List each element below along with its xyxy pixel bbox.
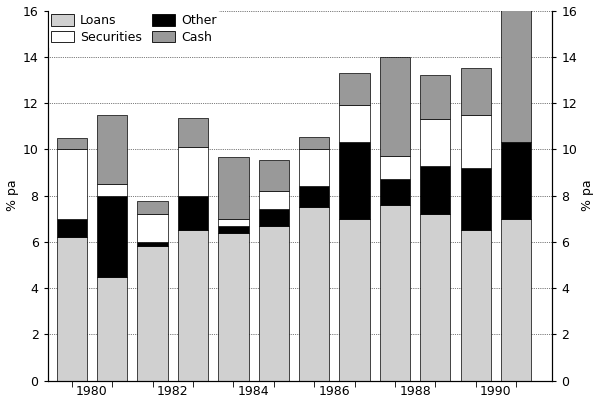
Bar xyxy=(218,233,248,381)
Bar xyxy=(420,214,451,381)
Bar xyxy=(137,214,168,242)
Bar xyxy=(57,237,87,381)
Y-axis label: % pa: % pa xyxy=(5,180,19,211)
Bar xyxy=(259,226,289,381)
Bar xyxy=(501,219,531,381)
Bar xyxy=(57,219,87,237)
Bar xyxy=(259,191,289,209)
Bar xyxy=(299,137,329,149)
Bar xyxy=(461,115,491,168)
Bar xyxy=(380,57,410,156)
Bar xyxy=(340,105,370,142)
Bar xyxy=(501,142,531,219)
Bar xyxy=(218,219,248,226)
Bar xyxy=(57,138,87,149)
Bar xyxy=(299,207,329,381)
Bar xyxy=(137,242,168,246)
Bar xyxy=(340,142,370,219)
Bar xyxy=(420,166,451,214)
Bar xyxy=(420,119,451,166)
Bar xyxy=(97,115,127,184)
Bar xyxy=(178,230,208,381)
Bar xyxy=(299,186,329,207)
Bar xyxy=(137,246,168,381)
Bar xyxy=(178,147,208,196)
Bar xyxy=(57,149,87,219)
Bar xyxy=(299,149,329,186)
Bar xyxy=(218,158,248,219)
Legend: Loans, Securities, Other, Cash: Loans, Securities, Other, Cash xyxy=(47,11,220,48)
Bar xyxy=(461,68,491,115)
Bar xyxy=(97,184,127,196)
Bar xyxy=(97,276,127,381)
Bar xyxy=(137,201,168,214)
Bar xyxy=(380,179,410,205)
Bar xyxy=(178,196,208,230)
Bar xyxy=(420,75,451,119)
Bar xyxy=(380,205,410,381)
Bar xyxy=(97,196,127,276)
Bar xyxy=(178,118,208,147)
Bar xyxy=(501,4,531,142)
Bar xyxy=(340,219,370,381)
Bar xyxy=(259,209,289,226)
Bar xyxy=(461,168,491,230)
Bar xyxy=(218,226,248,233)
Y-axis label: % pa: % pa xyxy=(581,180,595,211)
Bar xyxy=(461,230,491,381)
Bar xyxy=(340,73,370,105)
Bar xyxy=(380,156,410,179)
Bar xyxy=(259,160,289,191)
